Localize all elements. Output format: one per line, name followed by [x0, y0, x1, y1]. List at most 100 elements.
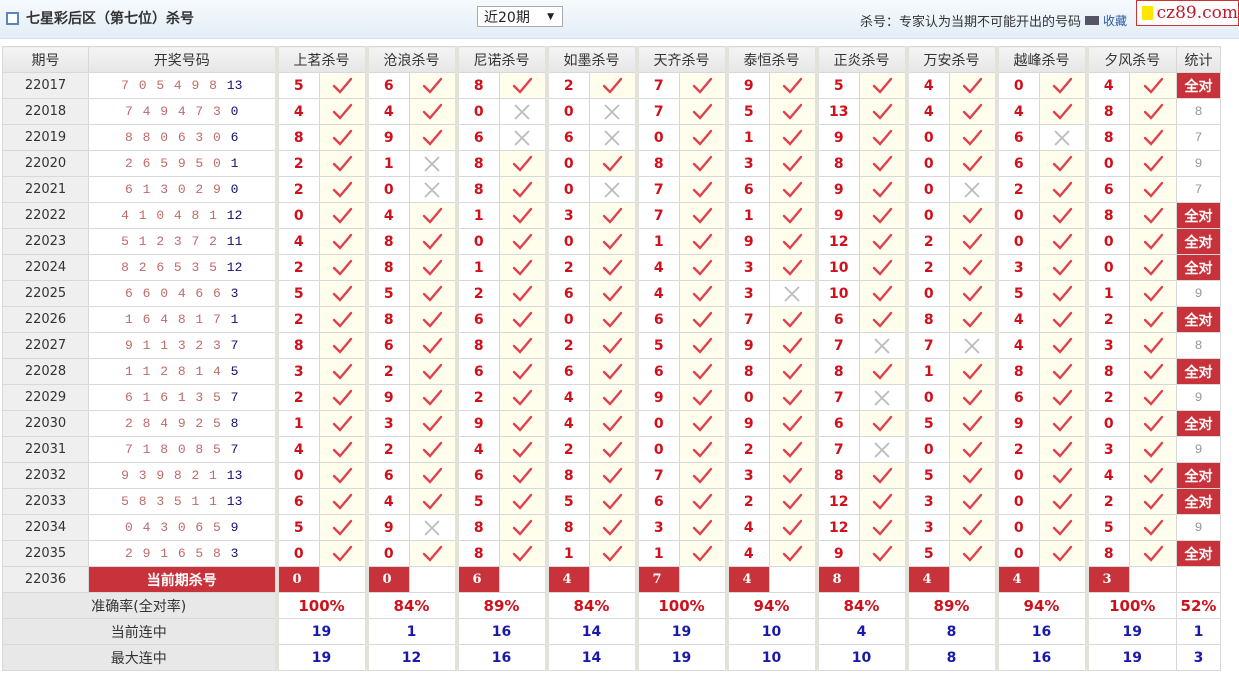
kill-number-cell: 4: [1084, 72, 1130, 99]
draw-main-numbers: 7 0 5 4 9 8: [121, 78, 218, 93]
hit-mark-cell: [1039, 150, 1087, 177]
kill-number-cell: 0: [544, 228, 590, 255]
check-icon: [423, 129, 443, 146]
hit-mark-cell: [859, 124, 907, 151]
kill-number-cell: 4: [994, 306, 1040, 333]
hit-mark-cell: [949, 98, 997, 125]
hit-mark-cell: [1129, 488, 1177, 515]
cross-icon: [514, 103, 530, 120]
hit-mark-cell: [319, 98, 367, 125]
hit-mark-cell: [769, 306, 817, 333]
draw-special-number: 13: [226, 494, 243, 509]
draw-numbers-cell: 7 1 8 0 8 5 7: [88, 436, 277, 463]
kill-number-cell: 0: [724, 384, 770, 411]
check-icon: [513, 467, 533, 484]
check-icon: [693, 337, 713, 354]
column-header: 万安杀号: [904, 46, 997, 73]
kill-number-cell: 7: [814, 384, 860, 411]
kill-number-cell: 2: [454, 384, 500, 411]
draw-numbers-cell: 6 1 6 1 3 5 7: [88, 384, 277, 411]
hit-mark-cell: [1039, 254, 1087, 281]
table-row: 22028 1 1 2 8 1 4 5 3 2 6 6 6 8 8 1 8 8 全对: [2, 358, 1221, 385]
table-row: 22024 8 2 6 5 3 5 12 2 8 1 2 4 3 10 2 3 0 全对: [2, 254, 1221, 281]
hit-count-cell: 9: [1176, 280, 1221, 307]
kill-number-cell: 2: [994, 176, 1040, 203]
hit-mark-cell: [319, 358, 367, 385]
hit-mark-cell: [679, 488, 727, 515]
check-icon: [513, 233, 533, 250]
check-icon: [333, 259, 353, 276]
check-icon: [333, 233, 353, 250]
hit-mark-cell: [1039, 384, 1087, 411]
hit-mark-cell: [319, 514, 367, 541]
check-icon: [333, 181, 353, 198]
miss-mark-cell: [589, 176, 637, 203]
kill-number-cell: 4: [274, 228, 320, 255]
current-kill-number: 0: [364, 566, 410, 593]
hit-mark-cell: [589, 228, 637, 255]
period-range-select[interactable]: 近20期 ▼: [477, 6, 563, 27]
check-icon: [963, 259, 983, 276]
kill-number-cell: 0: [994, 202, 1040, 229]
table-row: 22026 1 6 4 8 1 7 1 2 8 6 0 6 7 6 8 4 2 全对: [2, 306, 1221, 333]
draw-numbers-cell: 1 1 2 8 1 4 5: [88, 358, 277, 385]
hit-mark-cell: [319, 462, 367, 489]
kill-number-cell: 0: [1084, 254, 1130, 281]
kill-number-cell: 9: [634, 384, 680, 411]
check-icon: [603, 233, 623, 250]
empty-cell: [859, 566, 907, 593]
check-icon: [873, 233, 893, 250]
check-icon: [873, 363, 893, 380]
kill-number-cell: 0: [1084, 150, 1130, 177]
hit-mark-cell: [589, 540, 637, 567]
hit-mark-cell: [859, 202, 907, 229]
summary-total: 3: [1176, 644, 1221, 671]
kill-number-cell: 4: [634, 280, 680, 307]
column-header: 期号: [2, 46, 89, 73]
draw-main-numbers: 9 3 9 8 2 1: [121, 468, 218, 483]
kill-number-cell: 0: [544, 176, 590, 203]
hit-count-cell: 9: [1176, 150, 1221, 177]
check-icon: [333, 103, 353, 120]
hit-mark-cell: [859, 176, 907, 203]
kill-number-cell: 2: [904, 228, 950, 255]
summary-value: 19: [1084, 618, 1177, 645]
hit-mark-cell: [949, 306, 997, 333]
kill-number-cell: 0: [994, 228, 1040, 255]
check-icon: [783, 389, 803, 406]
hit-mark-cell: [949, 410, 997, 437]
hit-mark-cell: [679, 98, 727, 125]
cross-icon: [514, 129, 530, 146]
hit-mark-cell: [679, 358, 727, 385]
kill-number-cell: 4: [1084, 462, 1130, 489]
hit-mark-cell: [679, 514, 727, 541]
hit-mark-cell: [859, 72, 907, 99]
kill-number-cell: 2: [454, 280, 500, 307]
check-icon: [423, 415, 443, 432]
hit-mark-cell: [319, 72, 367, 99]
hit-mark-cell: [1039, 176, 1087, 203]
check-icon: [873, 181, 893, 198]
current-kill-number: 3: [1084, 566, 1130, 593]
check-icon: [333, 493, 353, 510]
kill-number-cell: 0: [364, 540, 410, 567]
hit-mark-cell: [499, 410, 547, 437]
kill-number-cell: 3: [724, 150, 770, 177]
kill-number-cell: 4: [724, 514, 770, 541]
draw-special-number: 0: [230, 104, 239, 119]
draw-special-number: 9: [230, 520, 239, 535]
kill-number-cell: 0: [454, 98, 500, 125]
summary-value: 19: [274, 644, 367, 671]
draw-main-numbers: 6 1 3 0 2 9: [125, 182, 222, 197]
kill-number-cell: 4: [544, 384, 590, 411]
hit-mark-cell: [949, 72, 997, 99]
favorite-link[interactable]: 收藏: [1102, 14, 1127, 28]
kill-number-cell: 6: [364, 462, 410, 489]
favorite-icon[interactable]: [1084, 16, 1099, 25]
column-header: 开奖号码: [88, 46, 277, 73]
kill-number-cell: 8: [544, 462, 590, 489]
summary-row: 当前连中 19 1 16 14 19 10 4 8 16 19 1: [2, 618, 1221, 645]
current-kill-number: 4: [904, 566, 950, 593]
check-icon: [873, 493, 893, 510]
